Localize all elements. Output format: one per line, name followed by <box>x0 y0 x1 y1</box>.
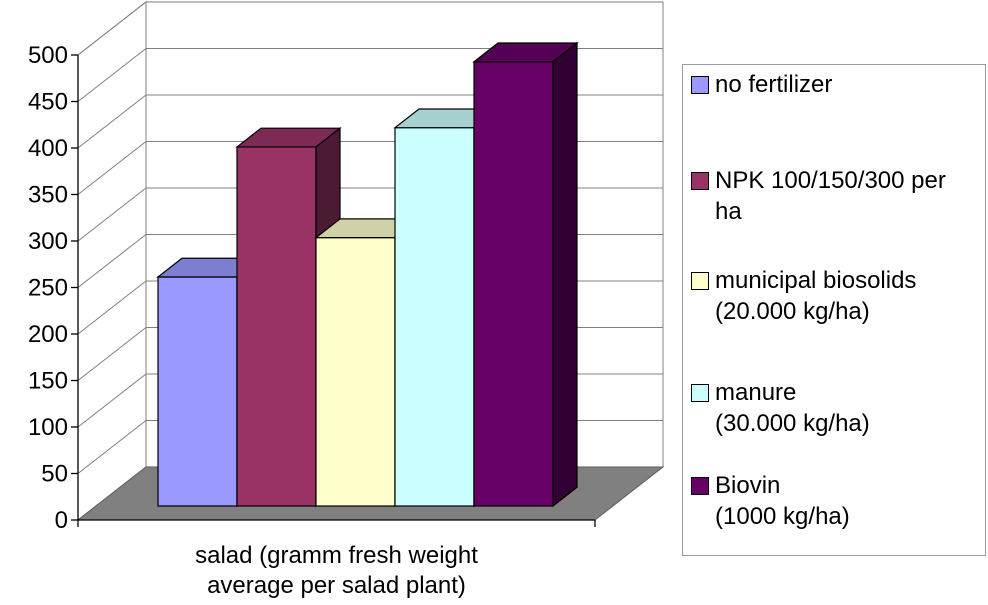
x-axis: salad (gramm fresh weight average per sal… <box>77 519 596 599</box>
legend-label: NPK 100/150/300 per ha <box>715 167 946 225</box>
y-axis: 0 50 100 150 200 250 300 350 400 450 500 <box>28 42 79 534</box>
bars <box>156 41 579 508</box>
bar-front <box>473 61 554 507</box>
legend-swatch <box>691 172 709 190</box>
gridline <box>77 1 663 56</box>
legend-label: municipal biosolids (20.000 kg/ha) <box>715 267 917 325</box>
y-tick-label: 400 <box>28 135 68 162</box>
legend-item: municipal biosolids (20.000 kg/ha) <box>691 265 916 327</box>
legend: no fertilizer NPK 100/150/300 per ha munic… <box>682 64 986 556</box>
y-tick-label: 350 <box>28 182 68 209</box>
bar-front <box>157 276 238 507</box>
legend-swatch <box>691 272 709 290</box>
legend-item: NPK 100/150/300 per ha <box>691 165 946 227</box>
y-tick-label: 100 <box>28 414 68 441</box>
legend-swatch <box>691 76 709 94</box>
legend-swatch <box>691 477 709 495</box>
y-tick-label: 500 <box>28 42 68 69</box>
bar <box>472 41 579 508</box>
legend-label: Biovin (1000 kg/ha) <box>715 472 850 530</box>
legend-label: manure (30.000 kg/ha) <box>715 379 870 437</box>
y-tick-label: 300 <box>28 228 68 255</box>
bar-front <box>394 127 475 507</box>
legend-item: no fertilizer <box>691 69 832 100</box>
bar-side <box>552 41 578 508</box>
x-category-label: salad (gramm fresh weight average per sal… <box>195 542 478 599</box>
legend-label: no fertilizer <box>715 71 833 98</box>
y-tick-label: 200 <box>28 321 68 348</box>
y-tick-label: 250 <box>28 275 68 302</box>
y-tick-label: 0 <box>55 507 68 534</box>
bar-front <box>236 146 317 507</box>
bar-front <box>315 237 396 507</box>
y-tick-label: 150 <box>28 368 68 395</box>
y-tick-label: 450 <box>28 89 68 116</box>
legend-item: Biovin (1000 kg/ha) <box>691 470 850 532</box>
y-tick-label: 50 <box>41 461 68 488</box>
legend-swatch <box>691 384 709 402</box>
legend-item: manure (30.000 kg/ha) <box>691 377 870 439</box>
